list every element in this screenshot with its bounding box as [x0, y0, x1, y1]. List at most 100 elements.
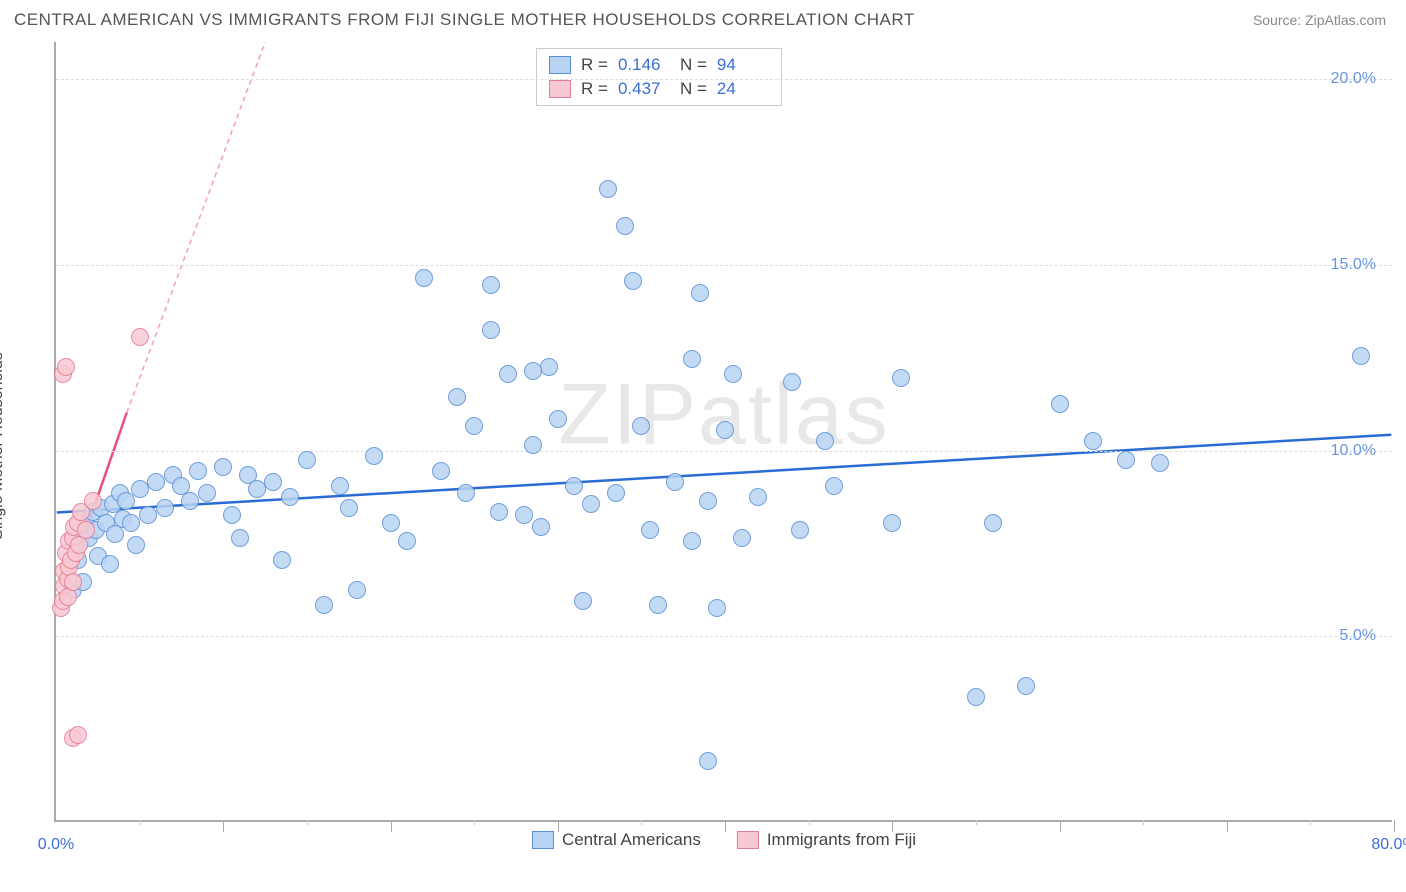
n-value: 94: [717, 55, 769, 75]
y-tick-label: 5.0%: [1340, 627, 1376, 645]
data-point: [264, 473, 282, 491]
legend-swatch: [737, 831, 759, 849]
legend-swatch: [549, 80, 571, 98]
data-point: [1051, 395, 1069, 413]
x-tick-major: [223, 820, 224, 832]
legend-swatch: [549, 56, 571, 74]
x-tick-major: [391, 820, 392, 832]
data-point: [624, 272, 642, 290]
bottom-legend: Central Americans Immigrants from Fiji: [532, 830, 916, 850]
data-point: [607, 484, 625, 502]
data-point: [340, 499, 358, 517]
data-point: [825, 477, 843, 495]
data-point: [77, 521, 95, 539]
x-tick-major: [725, 820, 726, 832]
legend-label: Central Americans: [562, 830, 701, 850]
x-tick-major: [1060, 820, 1061, 832]
y-tick-label: 10.0%: [1331, 442, 1376, 460]
x-tick-minor: [641, 820, 642, 825]
data-point: [457, 484, 475, 502]
data-point: [131, 328, 149, 346]
data-point: [892, 369, 910, 387]
data-point: [683, 350, 701, 368]
source-label: Source: ZipAtlas.com: [1253, 12, 1386, 28]
x-tick-minor: [1143, 820, 1144, 825]
data-point: [482, 276, 500, 294]
stats-row: R =0.437N =24: [545, 77, 773, 101]
data-point: [122, 514, 140, 532]
stats-row: R =0.146N =94: [545, 53, 773, 77]
data-point: [298, 451, 316, 469]
data-point: [223, 506, 241, 524]
data-point: [582, 495, 600, 513]
data-point: [448, 388, 466, 406]
data-point: [699, 492, 717, 510]
gridline: [56, 636, 1392, 637]
data-point: [666, 473, 684, 491]
data-point: [57, 358, 75, 376]
data-point: [281, 488, 299, 506]
r-label: R =: [581, 55, 608, 75]
stats-legend: R =0.146N =94R =0.437N =24: [536, 48, 782, 106]
data-point: [127, 536, 145, 554]
data-point: [382, 514, 400, 532]
data-point: [524, 436, 542, 454]
data-point: [84, 492, 102, 510]
data-point: [515, 506, 533, 524]
data-point: [524, 362, 542, 380]
data-point: [490, 503, 508, 521]
gridline: [56, 79, 1392, 80]
data-point: [64, 573, 82, 591]
x-tick-label: 80.0%: [1371, 836, 1406, 854]
data-point: [482, 321, 500, 339]
x-tick-major: [1394, 820, 1395, 832]
data-point: [198, 484, 216, 502]
data-point: [69, 726, 87, 744]
plot-area: ZIPatlas R =0.146N =94R =0.437N =24 Cent…: [54, 42, 1392, 822]
data-point: [348, 581, 366, 599]
data-point: [415, 269, 433, 287]
data-point: [683, 532, 701, 550]
data-point: [984, 514, 1002, 532]
data-point: [248, 480, 266, 498]
n-label: N =: [680, 55, 707, 75]
gridline: [56, 265, 1392, 266]
data-point: [708, 599, 726, 617]
x-tick-minor: [307, 820, 308, 825]
y-axis-label: Single Mother Households: [0, 352, 7, 540]
data-point: [1117, 451, 1135, 469]
data-point: [716, 421, 734, 439]
legend-item: Immigrants from Fiji: [737, 830, 916, 850]
data-point: [147, 473, 165, 491]
data-point: [565, 477, 583, 495]
data-point: [791, 521, 809, 539]
data-point: [549, 410, 567, 428]
data-point: [331, 477, 349, 495]
data-point: [273, 551, 291, 569]
data-point: [465, 417, 483, 435]
data-point: [641, 521, 659, 539]
data-point: [967, 688, 985, 706]
data-point: [816, 432, 834, 450]
data-point: [365, 447, 383, 465]
data-point: [156, 499, 174, 517]
data-point: [398, 532, 416, 550]
data-point: [532, 518, 550, 536]
data-point: [649, 596, 667, 614]
data-point: [724, 365, 742, 383]
data-point: [699, 752, 717, 770]
r-value: 0.437: [618, 79, 670, 99]
n-value: 24: [717, 79, 769, 99]
data-point: [749, 488, 767, 506]
data-point: [131, 480, 149, 498]
legend-label: Immigrants from Fiji: [767, 830, 916, 850]
y-tick-label: 20.0%: [1331, 70, 1376, 88]
data-point: [181, 492, 199, 510]
data-point: [189, 462, 207, 480]
gridline: [56, 451, 1392, 452]
data-point: [783, 373, 801, 391]
r-label: R =: [581, 79, 608, 99]
data-point: [499, 365, 517, 383]
data-point: [1017, 677, 1035, 695]
data-point: [432, 462, 450, 480]
